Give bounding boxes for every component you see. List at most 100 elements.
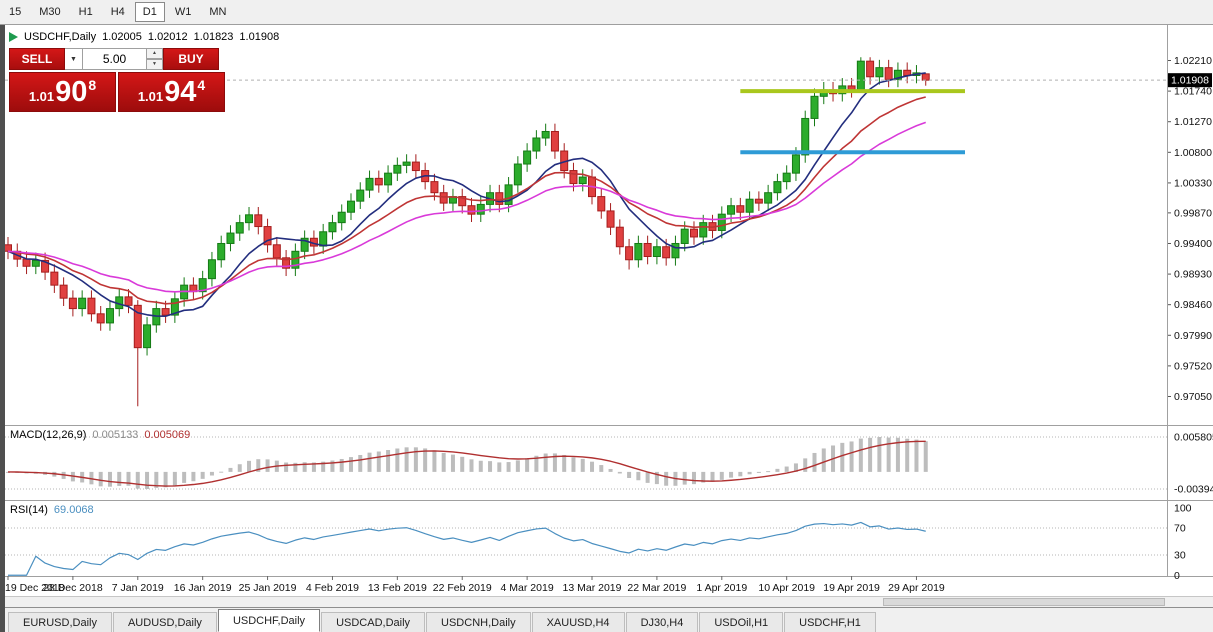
bid-big-digits: 90 xyxy=(55,76,88,108)
macd-bar xyxy=(450,454,455,472)
ma-fast-line xyxy=(7,72,926,318)
chart-horizontal-scrollbar[interactable] xyxy=(5,596,1213,607)
candle-body xyxy=(356,189,365,202)
macd-bar xyxy=(117,471,122,486)
volume-dropdown-button[interactable]: ▼ xyxy=(65,48,83,70)
timeframe-button-15[interactable]: 15 xyxy=(1,2,29,22)
candle-body xyxy=(569,170,578,185)
window-left-border xyxy=(0,25,5,632)
candle-body xyxy=(643,242,652,257)
time-axis-label: 22 Feb 2019 xyxy=(433,582,492,594)
candle-body xyxy=(374,177,383,186)
macd-bar xyxy=(404,447,409,472)
ask-price-display: 1.01 94 4 xyxy=(118,72,225,112)
buy-button[interactable]: BUY xyxy=(163,48,219,70)
time-axis-label: 25 Jan 2019 xyxy=(239,582,297,594)
macd-label: MACD(12,26,9) xyxy=(10,429,87,441)
candle-body xyxy=(235,222,244,234)
chart-tab-usdcad-daily[interactable]: USDCAD,Daily xyxy=(321,612,426,632)
candle-body xyxy=(393,164,402,174)
macd-bar xyxy=(636,471,641,481)
candle-body xyxy=(59,284,68,299)
macd-bar xyxy=(293,462,298,472)
macd-bar xyxy=(868,437,873,472)
rsi-axis-label: 70 xyxy=(1174,523,1186,535)
time-axis-label: 4 Feb 2019 xyxy=(306,582,359,594)
chart-tab-usdcnh-daily[interactable]: USDCNH,Daily xyxy=(426,612,531,632)
candle-body xyxy=(893,69,902,80)
spinner-down-icon[interactable]: ▼ xyxy=(147,59,163,70)
candle-body xyxy=(411,161,420,172)
macd-bar xyxy=(339,458,344,472)
candle-body xyxy=(523,150,532,165)
candle-body xyxy=(319,231,328,247)
spinner-up-icon[interactable]: ▲ xyxy=(147,48,163,59)
timeframe-toolbar: 15 M30 H1 H4 D1 W1 MN xyxy=(0,0,1213,25)
macd-bar xyxy=(691,471,696,485)
macd-bar xyxy=(302,462,307,472)
volume-input[interactable] xyxy=(83,48,147,70)
macd-bar xyxy=(756,471,761,473)
candle-body xyxy=(791,154,800,174)
macd-bar xyxy=(256,459,261,472)
macd-header: MACD(12,26,9) 0.005133 0.005069 xyxy=(10,429,190,441)
macd-bar xyxy=(766,471,771,473)
timeframe-button-w1[interactable]: W1 xyxy=(167,2,200,22)
candles-layer xyxy=(4,57,930,407)
bar-low-value: 1.01823 xyxy=(193,31,234,43)
candle-body xyxy=(337,211,346,224)
macd-bar xyxy=(228,467,233,472)
price-axis-label: 1.01740 xyxy=(1174,86,1212,98)
chart-tab-audusd-daily[interactable]: AUDUSD,Daily xyxy=(112,612,217,632)
timeframe-button-d1[interactable]: D1 xyxy=(134,2,165,22)
chart-tab-xauusd-h4[interactable]: XAUUSD,H4 xyxy=(531,612,625,632)
candle-body xyxy=(921,73,930,81)
candle-body xyxy=(4,244,12,252)
one-click-panel-triangle-icon[interactable] xyxy=(9,32,18,42)
macd-bar xyxy=(543,453,548,472)
candle-body xyxy=(170,298,179,316)
macd-bar xyxy=(645,471,650,483)
rsi-value: 69.0068 xyxy=(53,504,94,516)
candle-body xyxy=(263,226,272,246)
chart-tab-dj30-h4[interactable]: DJ30,H4 xyxy=(625,612,699,632)
timeframe-button-m30[interactable]: M30 xyxy=(31,2,68,22)
timeframe-button-mn[interactable]: MN xyxy=(201,2,234,22)
scrollbar-thumb[interactable] xyxy=(883,598,1165,606)
price-axis-label: 1.01270 xyxy=(1174,116,1212,128)
volume-stepper: ▲ ▼ xyxy=(147,48,163,70)
candle-body xyxy=(550,130,559,152)
price-axis-label: 0.97520 xyxy=(1174,360,1212,372)
macd-bar xyxy=(793,463,798,472)
rsi-label: RSI(14) xyxy=(10,504,48,516)
chart-tab-usdoil-h1[interactable]: USDOil,H1 xyxy=(699,612,784,632)
macd-bar xyxy=(590,461,595,472)
macd-bar xyxy=(488,461,493,472)
macd-bar xyxy=(145,471,150,489)
candle-body xyxy=(782,172,791,183)
chart-tab-eurusd-daily[interactable]: EURUSD,Daily xyxy=(8,612,112,632)
time-axis-label: 16 Jan 2019 xyxy=(174,582,232,594)
macd-bar xyxy=(858,438,863,472)
timeframe-button-h4[interactable]: H4 xyxy=(103,2,133,22)
candle-body xyxy=(875,67,884,78)
candle-body xyxy=(346,200,355,213)
chart-tab-usdchf-daily[interactable]: USDCHF,Daily xyxy=(217,609,321,632)
sell-button[interactable]: SELL xyxy=(9,48,65,70)
time-axis-label: 28 Dec 2018 xyxy=(43,582,103,594)
ask-big-digits: 94 xyxy=(164,76,197,108)
rsi-axis-label: 0 xyxy=(1174,570,1180,582)
candle-body xyxy=(606,210,615,228)
macd-bar xyxy=(784,466,789,472)
current-price-tag xyxy=(1168,73,1212,88)
chart-tab-usdchf-h1[interactable]: USDCHF,H1 xyxy=(784,612,876,632)
bar-high-value: 1.02012 xyxy=(147,31,188,43)
macd-bar xyxy=(376,451,381,472)
macd-bar xyxy=(719,471,724,480)
candle-body xyxy=(133,304,142,349)
macd-bar xyxy=(608,468,613,472)
timeframe-button-h1[interactable]: H1 xyxy=(71,2,101,22)
candle-body xyxy=(671,242,680,259)
candle-body xyxy=(532,137,541,152)
price-chart-canvas[interactable]: 1.02210 1.01740 1.01270 1.00800 1.00330 0.998… xyxy=(0,25,1213,596)
